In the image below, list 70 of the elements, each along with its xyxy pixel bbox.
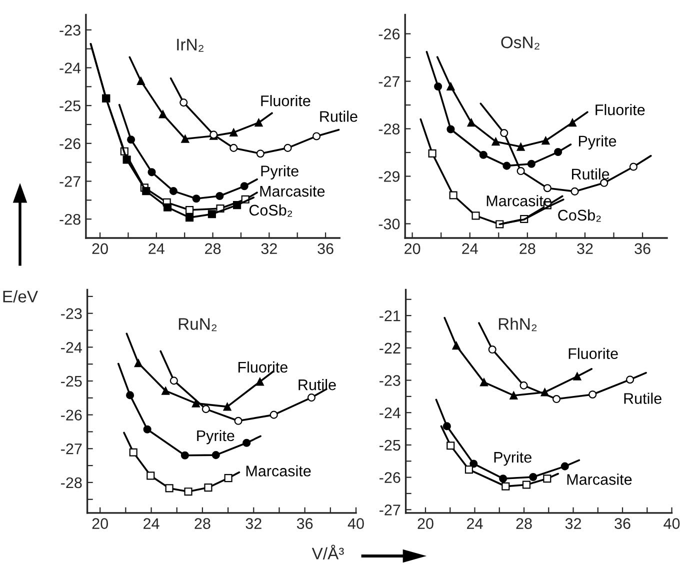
x-tick-label: 36 (318, 243, 334, 254)
x-tick-label: 32 (261, 243, 277, 254)
y-tick-label: -30 (378, 218, 400, 230)
y-tick-label: -25 (60, 100, 80, 112)
y-tick-label: -23 (61, 308, 82, 320)
text: OsN₂ (501, 36, 540, 50)
y-tick-label: -28 (60, 214, 80, 225)
x-tick-label: 40 (664, 518, 680, 529)
series-label: Pyrite (578, 135, 616, 150)
x-tick-label: 20 (418, 518, 434, 529)
y-tick-label: -26 (61, 410, 82, 421)
series-label: Pyrite (261, 165, 298, 180)
y-tick-label: -28 (378, 124, 400, 134)
y-tick-label: -27 (378, 76, 400, 87)
y-tick-label: -29 (378, 171, 400, 182)
x-tick-label: 24 (467, 518, 483, 529)
series-label: Fluorite (238, 361, 288, 373)
x-tick-label: 20 (404, 243, 420, 254)
y-tick-label: -21 (380, 310, 400, 322)
series-label: Rutile (320, 110, 358, 122)
series-label: Pyrite (494, 451, 532, 466)
text: RhN₂ (498, 318, 537, 332)
series-label: Rutile (624, 392, 662, 404)
y-tick-label: -27 (380, 504, 400, 516)
y-tick-label: -27 (60, 176, 80, 187)
y-tick-label: -26 (378, 28, 400, 40)
x-tick-label: 24 (144, 518, 160, 529)
series-label: Marcasite (246, 465, 311, 476)
series-label: CoSb₂ (249, 204, 292, 217)
y-tick-label: -23 (60, 24, 80, 36)
x-tick-label: 28 (520, 243, 536, 254)
series-label: Fluorite (596, 104, 645, 116)
series-label: Rutile (298, 378, 336, 390)
x-tick-label: 36 (296, 518, 313, 529)
x-tick-label: 24 (462, 243, 478, 254)
series-label: CoSb₂ (558, 209, 601, 222)
x-tick-label: 32 (565, 518, 581, 529)
y-tick-label: -24 (380, 407, 400, 418)
y-tick-label: -26 (380, 472, 400, 484)
x-tick-label: 28 (194, 518, 210, 529)
y-tick-label: -25 (380, 440, 400, 451)
x-tick-label: 32 (577, 243, 593, 254)
y-tick-label: -27 (61, 444, 82, 454)
x-tick-label: 36 (634, 243, 650, 254)
x-tick-label: 24 (148, 243, 164, 254)
x-tick-label: 28 (516, 518, 532, 529)
y-tick-label: -23 (380, 375, 400, 386)
y-tick-label: -22 (380, 342, 400, 354)
text: RuN₂ (178, 318, 217, 332)
x-tick-label: 20 (92, 243, 108, 254)
x-tick-label: 20 (92, 518, 108, 529)
y-tick-label: -24 (60, 62, 81, 74)
series-label: Marcasite (260, 185, 325, 197)
x-tick-label: 36 (614, 518, 630, 529)
y-tick-label: -25 (61, 376, 82, 387)
x-tick-label: 28 (205, 243, 221, 254)
series-label: Marcasite (486, 195, 552, 206)
series-label: Rutile (572, 168, 610, 180)
series-label: Marcasite (567, 474, 632, 485)
text: IrN₂ (177, 38, 204, 52)
x-tick-label: 32 (246, 518, 262, 529)
series-label: Pyrite (197, 430, 234, 444)
x-axis-title: V/Å³ (312, 544, 344, 560)
y-tick-label: -28 (61, 477, 82, 488)
y-tick-label: -24 (61, 342, 82, 353)
y-axis-title: E/eV (3, 290, 38, 302)
series-label: Fluorite (568, 348, 618, 360)
x-tick-label: 40 (348, 518, 364, 529)
y-tick-label: -26 (60, 138, 80, 150)
series-label: Fluorite (261, 95, 310, 106)
